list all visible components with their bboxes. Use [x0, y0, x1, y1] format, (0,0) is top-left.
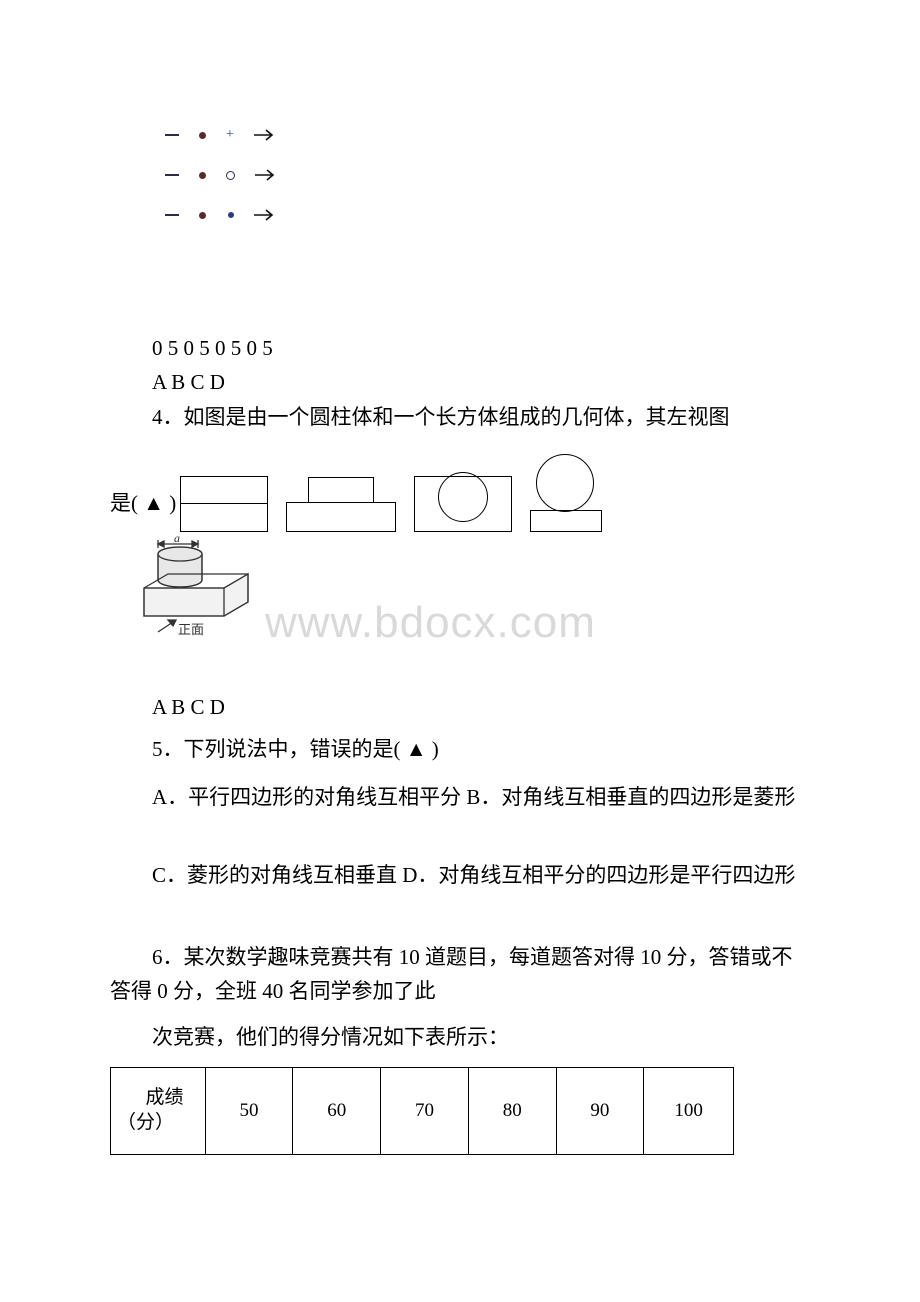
table-row: 成绩（分） 50 60 70 80 90 100	[111, 1068, 734, 1155]
q6-stem-line2: 次竞赛，他们的得分情况如下表所示：	[110, 1021, 810, 1055]
tick-icon	[165, 134, 179, 136]
q4-option-c-figure	[414, 466, 512, 532]
arrow-right-icon	[254, 209, 278, 221]
score-cell: 100	[644, 1068, 734, 1155]
score-cell: 60	[293, 1068, 381, 1155]
q5-options-line2: C．菱形的对角线互相垂直 D．对角线互相平分的四边形是平行四边形	[110, 859, 810, 893]
score-cell: 50	[205, 1068, 293, 1155]
filled-dot-icon	[199, 132, 206, 139]
q4-option-a-figure	[180, 476, 268, 532]
arrow-right-icon	[254, 129, 278, 141]
q4-option-b-figure	[286, 474, 396, 532]
score-cell: 70	[381, 1068, 469, 1155]
plus-icon: +	[226, 132, 234, 138]
number-line-row-1: +	[165, 115, 279, 155]
q4-stem-line2: 是( ▲ )	[110, 474, 176, 532]
q4-option-figures	[180, 454, 602, 532]
document-page: + 0 5 0 5 0 5 0 5 A B C D 4．如图是由一个圆柱体和一个…	[0, 0, 920, 1302]
tick-icon	[165, 214, 179, 216]
open-circle-icon	[226, 171, 235, 180]
watermark-text: www.bdocx.com	[265, 598, 596, 648]
score-cell: 80	[468, 1068, 556, 1155]
q5-stem: 5．下列说法中，错误的是( ▲ )	[110, 733, 810, 767]
number-line-options: +	[165, 115, 279, 235]
q4-solid-figure: a 正面	[140, 536, 280, 641]
number-line-row-2	[165, 155, 279, 195]
filled-dot-icon	[199, 172, 206, 179]
score-table: 成绩（分） 50 60 70 80 90 100	[110, 1067, 734, 1155]
q4-option-labels: A B C D	[110, 691, 810, 725]
number-line-labels: 0 5 0 5 0 5 0 5	[110, 332, 810, 366]
score-header-cell: 成绩（分）	[111, 1068, 206, 1155]
score-cell: 90	[556, 1068, 644, 1155]
q4-option-d-figure	[530, 454, 602, 532]
number-line-row-3	[165, 195, 279, 235]
tick-icon	[165, 174, 179, 176]
option-labels-abcd: A B C D	[110, 366, 810, 400]
dim-label: a	[174, 536, 180, 545]
q6-stem-line1: 6．某次数学趣味竞赛共有 10 道题目，每道题答对得 10 分，答错或不答得 0…	[110, 941, 810, 1008]
arrow-right-icon	[255, 169, 279, 181]
filled-dot-icon	[199, 212, 206, 219]
front-label: 正面	[178, 622, 204, 636]
blue-dot-icon	[228, 212, 234, 218]
q5-options-line1: A．平行四边形的对角线互相平分 B．对角线互相垂直的四边形是菱形	[110, 781, 810, 815]
q4-stem-line1: 4．如图是由一个圆柱体和一个长方体组成的几何体，其左视图	[110, 401, 810, 435]
